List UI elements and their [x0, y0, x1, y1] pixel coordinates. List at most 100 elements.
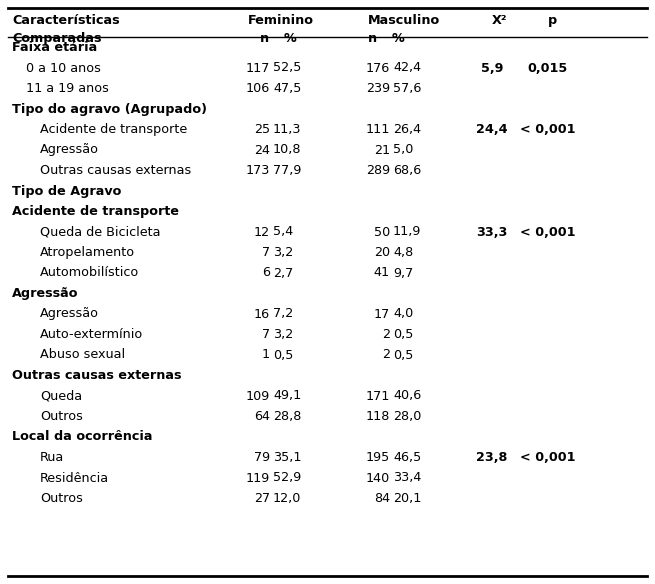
Text: 52,5: 52,5	[273, 61, 301, 75]
Text: 23,8: 23,8	[476, 451, 508, 464]
Text: 2,7: 2,7	[273, 266, 293, 280]
Text: 106: 106	[246, 82, 270, 95]
Text: Agressão: Agressão	[40, 308, 99, 321]
Text: 24,4: 24,4	[476, 123, 508, 136]
Text: Outras causas externas: Outras causas externas	[12, 369, 181, 382]
Text: 7: 7	[262, 246, 270, 259]
Text: Comparadas: Comparadas	[12, 32, 102, 45]
Text: 4,0: 4,0	[393, 308, 413, 321]
Text: 20,1: 20,1	[393, 492, 421, 505]
Text: 171: 171	[365, 390, 390, 402]
Text: 52,9: 52,9	[273, 471, 301, 485]
Text: Características: Características	[12, 14, 120, 27]
Text: 26,4: 26,4	[393, 123, 421, 136]
Text: 12: 12	[254, 225, 270, 238]
Text: 11,3: 11,3	[273, 123, 301, 136]
Text: 7,2: 7,2	[273, 308, 293, 321]
Text: 47,5: 47,5	[273, 82, 301, 95]
Text: 173: 173	[246, 164, 270, 177]
Text: 5,4: 5,4	[273, 225, 293, 238]
Text: 195: 195	[365, 451, 390, 464]
Text: 64: 64	[254, 410, 270, 423]
Text: 20: 20	[374, 246, 390, 259]
Text: 33,3: 33,3	[476, 225, 508, 238]
Text: Tipo do agravo (Agrupado): Tipo do agravo (Agrupado)	[12, 103, 207, 116]
Text: Auto-extermínio: Auto-extermínio	[40, 328, 143, 341]
Text: 33,4: 33,4	[393, 471, 421, 485]
Text: Residência: Residência	[40, 471, 109, 485]
Text: Queda de Bicicleta: Queda de Bicicleta	[40, 225, 160, 238]
Text: 2: 2	[382, 328, 390, 341]
Text: 12,0: 12,0	[273, 492, 301, 505]
Text: 28,8: 28,8	[273, 410, 301, 423]
Text: 239: 239	[366, 82, 390, 95]
Text: Outras causas externas: Outras causas externas	[40, 164, 191, 177]
Text: Acidente de transporte: Acidente de transporte	[12, 205, 179, 218]
Text: 5,0: 5,0	[393, 144, 413, 157]
Text: 42,4: 42,4	[393, 61, 421, 75]
Text: 4,8: 4,8	[393, 246, 413, 259]
Text: %: %	[392, 32, 405, 45]
Text: 140: 140	[365, 471, 390, 485]
Text: 35,1: 35,1	[273, 451, 301, 464]
Text: 3,2: 3,2	[273, 246, 293, 259]
Text: 57,6: 57,6	[393, 82, 421, 95]
Text: 79: 79	[254, 451, 270, 464]
Text: 24: 24	[254, 144, 270, 157]
Text: Rua: Rua	[40, 451, 64, 464]
Text: Acidente de transporte: Acidente de transporte	[40, 123, 187, 136]
Text: Agressão: Agressão	[12, 287, 79, 300]
Text: 0 a 10 anos: 0 a 10 anos	[26, 61, 101, 75]
Text: n: n	[368, 32, 377, 45]
Text: 41: 41	[374, 266, 390, 280]
Text: 5,9: 5,9	[481, 61, 503, 75]
Text: 46,5: 46,5	[393, 451, 421, 464]
Text: 16: 16	[254, 308, 270, 321]
Text: p: p	[548, 14, 557, 27]
Text: 176: 176	[365, 61, 390, 75]
Text: 3,2: 3,2	[273, 328, 293, 341]
Text: 21: 21	[374, 144, 390, 157]
Text: 0,015: 0,015	[528, 61, 568, 75]
Text: Masculino: Masculino	[368, 14, 440, 27]
Text: 25: 25	[254, 123, 270, 136]
Text: Local da ocorrência: Local da ocorrência	[12, 430, 153, 443]
Text: 118: 118	[365, 410, 390, 423]
Text: Outros: Outros	[40, 492, 83, 505]
Text: X²: X²	[492, 14, 508, 27]
Text: 117: 117	[246, 61, 270, 75]
Text: 289: 289	[366, 164, 390, 177]
Text: %: %	[284, 32, 297, 45]
Text: 0,5: 0,5	[393, 349, 413, 361]
Text: 1: 1	[262, 349, 270, 361]
Text: Feminino: Feminino	[248, 14, 314, 27]
Text: Outros: Outros	[40, 410, 83, 423]
Text: 68,6: 68,6	[393, 164, 421, 177]
Text: 11 a 19 anos: 11 a 19 anos	[26, 82, 109, 95]
Text: Agressão: Agressão	[40, 144, 99, 157]
Text: 11,9: 11,9	[393, 225, 421, 238]
Text: 10,8: 10,8	[273, 144, 301, 157]
Text: 50: 50	[374, 225, 390, 238]
Text: < 0,001: < 0,001	[520, 451, 576, 464]
Text: 28,0: 28,0	[393, 410, 421, 423]
Text: n: n	[260, 32, 269, 45]
Text: 109: 109	[246, 390, 270, 402]
Text: 17: 17	[374, 308, 390, 321]
Text: 7: 7	[262, 328, 270, 341]
Text: 2: 2	[382, 349, 390, 361]
Text: 84: 84	[374, 492, 390, 505]
Text: 40,6: 40,6	[393, 390, 421, 402]
Text: < 0,001: < 0,001	[520, 123, 576, 136]
Text: Automobilístico: Automobilístico	[40, 266, 140, 280]
Text: 111: 111	[365, 123, 390, 136]
Text: Queda: Queda	[40, 390, 82, 402]
Text: 0,5: 0,5	[393, 328, 413, 341]
Text: 27: 27	[254, 492, 270, 505]
Text: Abuso sexual: Abuso sexual	[40, 349, 125, 361]
Text: Faixa etária: Faixa etária	[12, 41, 97, 54]
Text: 119: 119	[246, 471, 270, 485]
Text: 49,1: 49,1	[273, 390, 301, 402]
Text: < 0,001: < 0,001	[520, 225, 576, 238]
Text: 6: 6	[262, 266, 270, 280]
